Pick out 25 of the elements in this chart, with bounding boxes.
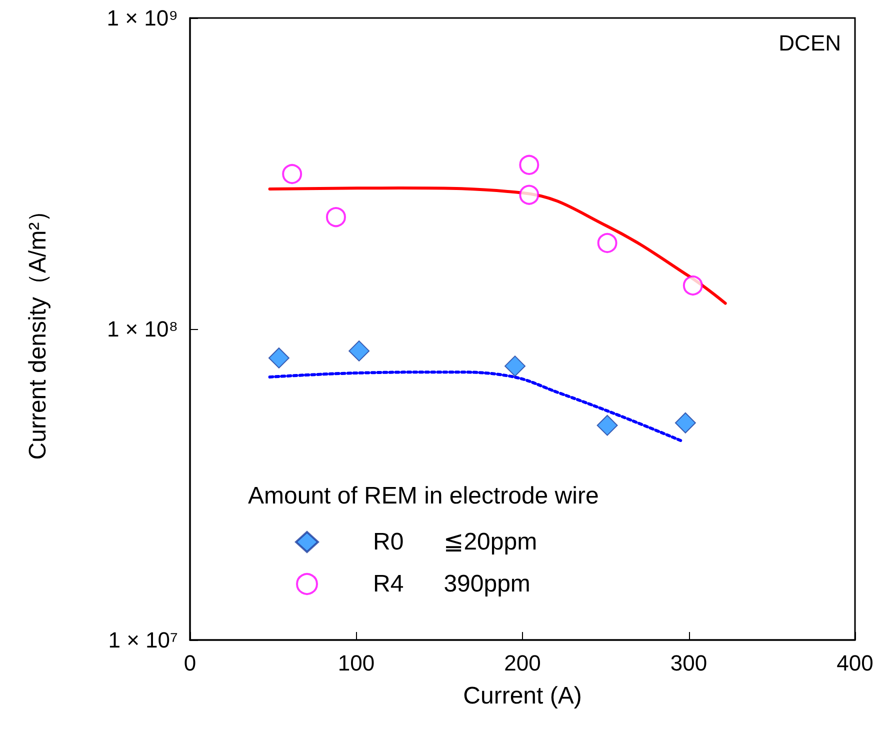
x-tick-label: 100 bbox=[338, 650, 375, 676]
point bbox=[596, 414, 618, 436]
x-tick-label: 200 bbox=[504, 650, 541, 676]
x-axis-title: Current (A) bbox=[463, 682, 582, 710]
annotation: DCEN bbox=[778, 30, 842, 56]
point bbox=[282, 164, 302, 184]
legend-label: R4 390ppm bbox=[373, 570, 530, 598]
y-tick-label: 1 × 10⁹ bbox=[106, 6, 178, 30]
point bbox=[326, 207, 346, 228]
x-tick-label: 300 bbox=[670, 650, 708, 676]
point bbox=[597, 233, 618, 254]
legend-title: Amount of REM in electrode wire bbox=[248, 482, 599, 510]
x-tick-label: 400 bbox=[836, 650, 874, 676]
point bbox=[268, 347, 290, 368]
legend-label: R0 ≦20ppm bbox=[373, 528, 538, 556]
point bbox=[682, 276, 703, 296]
y-tick-label: 1 × 10⁷ bbox=[108, 628, 178, 652]
point bbox=[519, 184, 540, 205]
point bbox=[519, 154, 540, 175]
point bbox=[674, 412, 696, 434]
point bbox=[504, 356, 526, 377]
x-tick-label: 0 bbox=[184, 650, 196, 676]
point bbox=[348, 340, 370, 362]
y-tick-label: 1 × 10⁸ bbox=[106, 316, 178, 342]
y-axis-title: Current density（A/m²） bbox=[24, 198, 52, 460]
